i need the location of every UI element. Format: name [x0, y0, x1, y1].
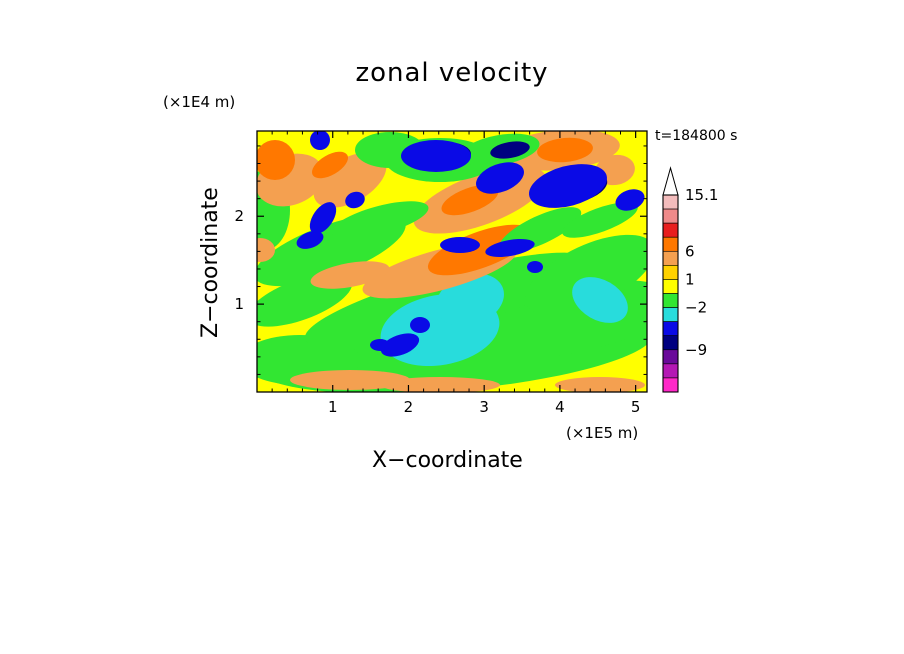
- velocity-field: [257, 131, 647, 392]
- x-tick-label-3: 4: [555, 398, 565, 416]
- field-contour-12: [410, 317, 430, 333]
- field-contour-44: [309, 202, 337, 234]
- field-contour-11: [380, 333, 420, 357]
- chart-title: zonal velocity: [355, 58, 549, 88]
- colorbar-swatch-7: [662, 293, 679, 308]
- colorbar-swatch-8: [662, 307, 679, 322]
- field-contour-42: [440, 237, 480, 253]
- field-contour-28: [380, 377, 500, 392]
- field-contour-37: [401, 140, 471, 172]
- colorbar-swatch-10: [662, 335, 679, 351]
- field-contour-40: [529, 164, 607, 208]
- colorbar-swatch-12: [662, 363, 679, 379]
- x-tick-label-1: 2: [404, 398, 414, 416]
- axis-ticks: 1 2 3 4 5 1 2: [234, 131, 647, 416]
- colorbar-frame: [662, 194, 679, 393]
- field-contour-26: [257, 238, 275, 262]
- colorbar-swatch-4: [662, 250, 679, 266]
- colorbar-swatch-11: [662, 349, 679, 365]
- colorbar-swatch-6: [662, 279, 679, 294]
- colorbar-arrow: [662, 166, 679, 196]
- colorbar-swatch-5: [662, 265, 679, 280]
- x-axis-label: X−coordinate: [372, 448, 523, 473]
- colorbar-label-3: −2: [685, 299, 707, 317]
- field-contour-49: [490, 141, 530, 159]
- colorbar: 15.1 6 1 −2 −9: [662, 166, 718, 393]
- field-contour-38: [476, 162, 524, 194]
- x-axis-unit: (×1E5 m): [566, 424, 639, 442]
- x-tick-label-0: 1: [328, 398, 338, 416]
- field-contour-45: [296, 231, 324, 249]
- y-axis-unit: (×1E4 m): [163, 93, 236, 111]
- field-contour-47: [345, 191, 365, 209]
- colorbar-swatch-3: [662, 236, 679, 252]
- plot-frame: [256, 130, 648, 393]
- field-contour-30: [331, 201, 429, 239]
- colorbar-label-0: 15.1: [685, 186, 718, 204]
- colorbar-swatch-0: [662, 194, 679, 210]
- field-contour-32: [562, 202, 638, 238]
- field-contour-20: [537, 137, 593, 163]
- field-contour-43: [615, 189, 645, 211]
- field-contour-24: [311, 151, 349, 179]
- field-contour-29: [555, 377, 645, 392]
- y-tick-label-0: 1: [234, 295, 244, 313]
- x-tick-label-2: 3: [479, 398, 489, 416]
- x-tick-label-4: 5: [631, 398, 641, 416]
- colorbar-label-4: −9: [685, 341, 707, 359]
- field-contour-10: [572, 277, 628, 323]
- field-contour-22: [257, 140, 295, 180]
- colorbar-label-2: 1: [685, 270, 695, 288]
- field-contour-13: [370, 339, 390, 351]
- y-tick-label-1: 2: [234, 207, 244, 225]
- colorbar-swatch-13: [662, 377, 679, 393]
- colorbar-swatch-1: [662, 208, 679, 224]
- field-contour-41: [485, 239, 535, 257]
- time-label: t=184800 s: [655, 128, 738, 144]
- field-contour-6: [525, 234, 647, 316]
- colorbar-swatch-2: [662, 222, 679, 238]
- colorbar-swatch-9: [662, 321, 679, 337]
- field-contour-46: [310, 131, 330, 150]
- field-contour-16: [310, 261, 390, 289]
- colorbar-label-1: 6: [685, 242, 695, 260]
- field-contour-48: [527, 261, 543, 273]
